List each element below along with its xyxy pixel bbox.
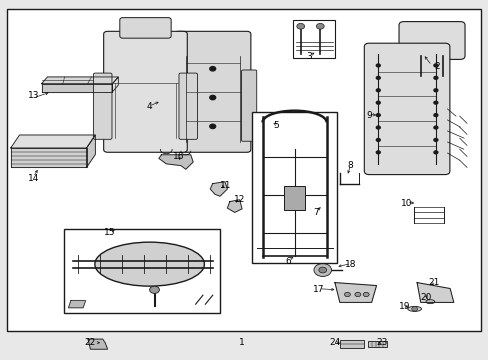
- FancyBboxPatch shape: [364, 43, 449, 175]
- Text: 21: 21: [427, 278, 439, 287]
- Circle shape: [376, 151, 380, 154]
- Circle shape: [433, 126, 437, 129]
- Text: 16: 16: [172, 152, 184, 161]
- Ellipse shape: [407, 306, 421, 311]
- Text: 2: 2: [434, 62, 440, 71]
- Circle shape: [376, 114, 380, 117]
- Circle shape: [296, 23, 304, 29]
- Polygon shape: [334, 283, 376, 302]
- Polygon shape: [159, 155, 193, 169]
- Text: 4: 4: [146, 102, 152, 111]
- Polygon shape: [227, 200, 242, 212]
- Polygon shape: [88, 339, 107, 349]
- Circle shape: [363, 292, 368, 297]
- Text: 7: 7: [313, 208, 319, 217]
- Text: 5: 5: [273, 122, 279, 130]
- FancyBboxPatch shape: [174, 31, 250, 152]
- Circle shape: [376, 139, 380, 141]
- FancyBboxPatch shape: [93, 73, 112, 139]
- Bar: [251, 112, 337, 263]
- FancyBboxPatch shape: [179, 73, 197, 139]
- Text: 22: 22: [84, 338, 96, 347]
- Text: 18: 18: [345, 260, 356, 269]
- Text: 8: 8: [347, 161, 353, 170]
- Circle shape: [433, 114, 437, 117]
- Circle shape: [209, 95, 215, 100]
- Text: 19: 19: [398, 302, 410, 311]
- Text: 1: 1: [239, 338, 244, 347]
- Circle shape: [316, 23, 324, 29]
- Text: 12: 12: [233, 195, 245, 204]
- Text: 24: 24: [328, 338, 340, 347]
- Text: 10: 10: [400, 199, 412, 208]
- Text: 17: 17: [312, 285, 324, 294]
- Circle shape: [209, 67, 215, 71]
- Text: 9: 9: [366, 111, 371, 120]
- FancyBboxPatch shape: [398, 22, 464, 59]
- Text: 15: 15: [104, 228, 116, 237]
- Ellipse shape: [95, 242, 204, 286]
- Circle shape: [411, 307, 417, 311]
- Polygon shape: [416, 283, 453, 302]
- Bar: [339, 340, 364, 348]
- Circle shape: [433, 139, 437, 141]
- Polygon shape: [86, 135, 95, 167]
- Circle shape: [344, 292, 349, 297]
- FancyBboxPatch shape: [120, 18, 171, 38]
- Polygon shape: [11, 148, 86, 167]
- Text: 23: 23: [376, 338, 387, 347]
- Bar: [7, 9, 480, 331]
- Text: 14: 14: [27, 174, 39, 183]
- Circle shape: [209, 124, 215, 129]
- Bar: [63, 229, 220, 313]
- FancyBboxPatch shape: [241, 70, 256, 141]
- Circle shape: [149, 286, 159, 293]
- Bar: [367, 341, 386, 347]
- Circle shape: [433, 76, 437, 79]
- Circle shape: [376, 64, 380, 67]
- Text: 6: 6: [285, 256, 291, 265]
- FancyBboxPatch shape: [103, 31, 187, 152]
- Circle shape: [376, 76, 380, 79]
- Circle shape: [376, 101, 380, 104]
- Ellipse shape: [425, 300, 434, 303]
- Text: 13: 13: [27, 91, 39, 100]
- Polygon shape: [41, 84, 112, 92]
- Circle shape: [318, 267, 326, 273]
- Circle shape: [313, 264, 331, 276]
- Polygon shape: [210, 182, 227, 196]
- Circle shape: [433, 101, 437, 104]
- Polygon shape: [112, 77, 118, 92]
- Bar: [283, 186, 305, 210]
- Polygon shape: [68, 301, 85, 308]
- Circle shape: [433, 64, 437, 67]
- Circle shape: [376, 89, 380, 92]
- Text: 20: 20: [420, 292, 431, 302]
- Circle shape: [433, 89, 437, 92]
- Polygon shape: [11, 135, 95, 148]
- Circle shape: [376, 126, 380, 129]
- Bar: [293, 20, 334, 58]
- Circle shape: [354, 292, 360, 297]
- Text: 3: 3: [306, 52, 312, 61]
- Polygon shape: [41, 77, 118, 84]
- Circle shape: [433, 151, 437, 154]
- Text: 11: 11: [220, 181, 231, 190]
